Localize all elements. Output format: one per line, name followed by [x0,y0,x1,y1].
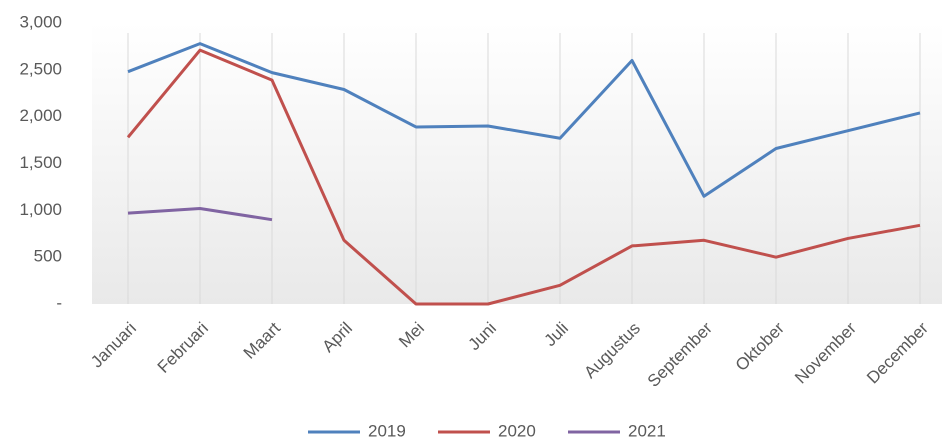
x-tick-label: September [644,318,716,390]
series-line [127,206,273,222]
x-tick-label: Januari [87,319,140,372]
x-tick-label: December [863,318,932,387]
y-tick-label: 2,000 [19,106,62,125]
x-tick-label: April [319,319,356,356]
series-line [127,42,921,198]
x-tick-label: Juli [541,319,572,350]
x-tick-label: Augustus [580,319,644,383]
x-tick-label: Maart [240,318,284,362]
legend-label: 2021 [628,421,666,440]
series-line [126,48,921,306]
y-tick-label: 3,000 [19,12,62,31]
legend-label: 2020 [498,421,536,440]
x-tick-label: Oktober [732,318,788,374]
x-tick-label: Juni [465,319,500,354]
x-tick-label: Februari [154,319,212,377]
y-tick-label: 1,000 [19,200,62,219]
x-tick-label: Mei [395,319,428,352]
y-tick-label: - [56,293,62,312]
legend-label: 2019 [368,421,406,440]
y-tick-label: 500 [34,247,62,266]
y-tick-label: 1,500 [19,153,62,172]
x-tick-label: November [791,318,860,387]
y-tick-label: 2,500 [19,59,62,78]
plot-area [92,23,942,304]
